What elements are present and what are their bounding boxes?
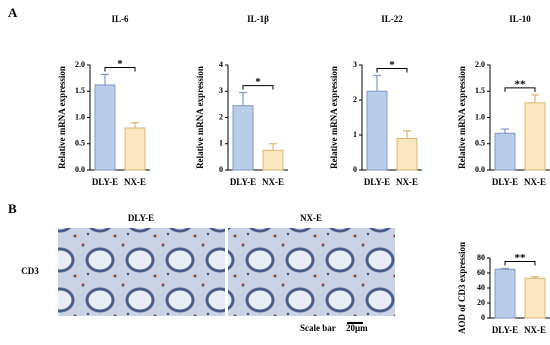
- chart-title: IL-10: [509, 14, 531, 24]
- micrograph: [58, 228, 225, 316]
- x-tick-label: DLY-E: [230, 177, 256, 187]
- significance: **: [515, 78, 527, 90]
- significance-bracket: [376, 68, 408, 73]
- significance: *: [389, 59, 395, 71]
- bar: [524, 102, 546, 171]
- y-axis-label: Relative mRNA expression: [57, 66, 67, 169]
- y-tick-label: 1.5: [75, 86, 85, 95]
- significance-bracket: [504, 261, 536, 266]
- y-tick-label: 0: [481, 313, 485, 322]
- bar: [494, 268, 516, 319]
- x-tick-label: NX-E: [124, 177, 146, 187]
- y-tick-label: 1.5: [475, 86, 485, 95]
- bar: [124, 127, 146, 171]
- y-tick-label: 0: [353, 165, 357, 174]
- y-tick-label: 0.5: [475, 139, 485, 148]
- x-tick-label: DLY-E: [492, 177, 518, 187]
- significance: *: [117, 58, 123, 70]
- y-axis-label: Relative mRNA expression: [195, 66, 205, 169]
- y-tick-label: 3: [353, 60, 357, 69]
- bar: [396, 138, 418, 171]
- scale-bar-label: Scale bar: [300, 323, 336, 333]
- x-tick-label: NX-E: [262, 177, 284, 187]
- x-tick-label: DLY-E: [492, 325, 518, 335]
- y-tick-label: 1: [219, 139, 223, 148]
- significance: *: [255, 76, 261, 88]
- y-tick-label: 1.0: [475, 112, 485, 121]
- y-axis-label: Relative mRNA expression: [457, 66, 467, 169]
- y-tick-label: 2.0: [75, 60, 85, 69]
- scale-length: 20μm: [346, 323, 368, 333]
- y-tick-label: 2.0: [475, 60, 485, 69]
- y-axis-label: AOD of CD3 expression: [457, 242, 467, 334]
- bar: [94, 84, 116, 171]
- y-tick-label: 2: [353, 95, 357, 104]
- significance-bracket: [504, 87, 536, 92]
- chart-title: IL-22: [381, 14, 403, 24]
- x-tick-label: NX-E: [396, 177, 418, 187]
- y-tick-label: 0.0: [475, 165, 485, 174]
- y-tick-label: 0.0: [75, 165, 85, 174]
- y-tick-label: 1: [353, 130, 357, 139]
- y-tick-label: 40: [477, 283, 485, 292]
- y-tick-label: 0.5: [75, 139, 85, 148]
- bar: [262, 149, 284, 171]
- bar: [366, 90, 388, 171]
- y-tick-label: 60: [477, 268, 485, 277]
- panel-label: B: [8, 201, 17, 216]
- y-tick-label: 20: [477, 298, 485, 307]
- y-tick-label: 2: [219, 112, 223, 121]
- y-tick-label: 1.0: [75, 112, 85, 121]
- y-tick-label: 0: [219, 165, 223, 174]
- x-tick-label: DLY-E: [92, 177, 118, 187]
- significance-bracket: [104, 66, 136, 72]
- chart-title: IL-1β: [247, 14, 269, 24]
- row-label: CD3: [21, 266, 39, 276]
- x-tick-label: NX-E: [524, 325, 546, 335]
- micrograph: [228, 228, 395, 316]
- y-tick-label: 80: [477, 253, 485, 262]
- x-tick-label: DLY-E: [364, 177, 390, 187]
- y-tick-label: 4: [219, 60, 223, 69]
- bar: [524, 277, 546, 319]
- bar: [232, 105, 254, 171]
- x-tick-label: NX-E: [524, 177, 546, 187]
- bar: [494, 132, 516, 171]
- significance-bracket: [242, 85, 274, 90]
- image-title: DLY-E: [128, 213, 154, 223]
- panel-label: A: [8, 5, 18, 20]
- y-tick-label: 3: [219, 86, 223, 95]
- chart-title: IL-6: [111, 14, 129, 24]
- y-axis-label: Relative mRNA expression: [329, 66, 339, 169]
- significance: **: [515, 252, 527, 264]
- image-title: NX-E: [300, 213, 322, 223]
